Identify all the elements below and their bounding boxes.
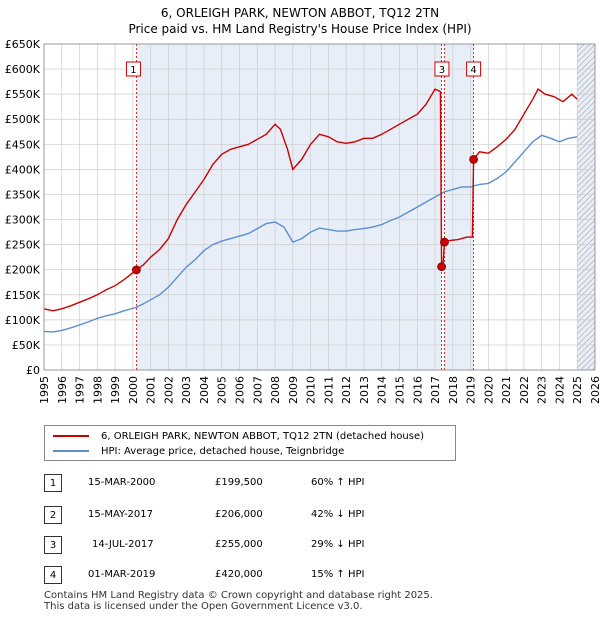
footer-licence: This data is licensed under the Open Gov…: [44, 601, 363, 612]
x-tick-label: 2015: [393, 376, 406, 404]
y-tick-label: £450K: [5, 138, 41, 151]
x-tick-label: 2003: [180, 376, 193, 404]
sale-badge: 4: [44, 566, 62, 584]
sale-marker-box: [466, 61, 482, 77]
y-tick-label: £200K: [5, 264, 41, 277]
x-tick-label: 2002: [162, 376, 175, 404]
x-tick-label: 2008: [269, 376, 282, 404]
y-tick-label: £650K: [5, 38, 41, 51]
chart-title: 6, ORLEIGH PARK, NEWTON ABBOT, TQ12 2TN: [160, 6, 440, 20]
sale-marker-label: 1: [130, 65, 136, 76]
legend-swatch-property: [53, 435, 89, 437]
sale-date: 15-MAY-2017: [88, 509, 154, 520]
sale-hpi: 29% ↓ HPI: [311, 539, 365, 550]
x-tick-label: 2010: [305, 376, 318, 404]
x-tick-label: 2016: [411, 376, 424, 404]
y-tick-label: £550K: [5, 88, 41, 101]
sale-marker-box: [125, 61, 141, 77]
sale-hpi: 15% ↑ HPI: [311, 569, 365, 580]
series-line: [43, 134, 578, 333]
sale-marker-box: [434, 61, 450, 77]
sale-price: £199,500: [215, 477, 263, 488]
y-tick-label: £300K: [5, 214, 41, 227]
price-chart: £0 £50K £100K £150K £200K £250K £300K £350K £400…: [5, 38, 600, 404]
x-tick-label: 2019: [465, 376, 478, 404]
x-tick-label: 2012: [340, 376, 353, 404]
x-tick-label: 2001: [145, 376, 158, 404]
y-tick-label: £100K: [5, 314, 41, 327]
x-tick-label: 2014: [376, 376, 389, 404]
x-tick-label: 2007: [251, 376, 264, 404]
x-tick-label: 2005: [216, 376, 229, 404]
legend-item-property: 6, ORLEIGH PARK, NEWTON ABBOT, TQ12 2TN …: [53, 429, 424, 443]
y-tick-label: £500K: [5, 113, 41, 126]
x-tick-label: 2000: [127, 376, 140, 404]
legend-label-property: 6, ORLEIGH PARK, NEWTON ABBOT, TQ12 2TN …: [101, 430, 425, 442]
sale-date: 14-JUL-2017: [92, 539, 154, 550]
sale-marker-label: 4: [470, 65, 476, 76]
x-tick-label: 2009: [287, 376, 300, 404]
footer-copyright: Contains HM Land Registry data © Crown c…: [44, 590, 433, 601]
legend-item-hpi: HPI: Average price, detached house, Teig…: [53, 444, 344, 458]
y-tick-label: £150K: [5, 289, 41, 302]
x-tick-label: 2020: [482, 376, 495, 404]
x-tick-label: 2021: [500, 376, 513, 404]
sale-hpi: 42% ↓ HPI: [311, 509, 365, 520]
sale-price: £255,000: [215, 539, 263, 550]
sale-point: [469, 154, 479, 164]
forecast-hatch: [577, 44, 595, 370]
sale-point: [437, 262, 447, 272]
x-tick-label: 2025: [571, 376, 584, 404]
chart-subtitle: Price paid vs. HM Land Registry's House …: [128, 22, 472, 36]
x-tick-label: 1999: [109, 376, 122, 404]
legend-swatch-hpi: [53, 450, 89, 452]
y-tick-label: £50K: [12, 339, 41, 352]
shaded-range: [136, 44, 442, 370]
sale-point: [132, 265, 141, 275]
y-tick-label: £250K: [5, 239, 41, 252]
x-tick-label: 2024: [553, 376, 566, 404]
shaded-range: [444, 44, 474, 370]
x-tick-label: 2023: [536, 376, 549, 404]
sale-date: 01-MAR-2019: [88, 569, 156, 580]
sale-badge: 3: [44, 536, 62, 554]
x-tick-label: 2011: [322, 376, 335, 404]
x-tick-label: 1995: [38, 376, 51, 404]
x-tick-label: 2026: [589, 376, 600, 404]
y-tick-label: £0: [26, 364, 40, 377]
y-tick-label: £400K: [5, 163, 41, 176]
x-tick-label: 2018: [447, 376, 460, 404]
sale-price: £206,000: [215, 509, 263, 520]
sale-marker-label: 3: [439, 65, 445, 76]
y-tick-label: £350K: [5, 188, 41, 201]
sale-badge: 1: [44, 474, 62, 492]
sale-point: [440, 237, 449, 247]
x-tick-label: 2017: [429, 376, 442, 404]
sale-price: £420,000: [215, 569, 263, 580]
x-tick-label: 2022: [518, 376, 531, 404]
sale-badge: 2: [44, 506, 62, 524]
sale-hpi: 60% ↑ HPI: [311, 477, 365, 488]
legend-label-hpi: HPI: Average price, detached house, Teig…: [101, 445, 345, 457]
legend: 6, ORLEIGH PARK, NEWTON ABBOT, TQ12 2TN …: [44, 425, 456, 461]
sale-date: 15-MAR-2000: [88, 477, 156, 488]
x-tick-label: 2006: [234, 376, 247, 404]
plot-border: [43, 43, 596, 371]
series-line: [43, 88, 578, 312]
x-tick-label: 1998: [91, 376, 104, 404]
x-tick-label: 1997: [74, 376, 87, 404]
x-tick-label: 1996: [56, 376, 69, 404]
x-tick-label: 2013: [358, 376, 371, 404]
x-tick-label: 2004: [198, 376, 211, 404]
y-tick-label: £600K: [5, 63, 41, 76]
